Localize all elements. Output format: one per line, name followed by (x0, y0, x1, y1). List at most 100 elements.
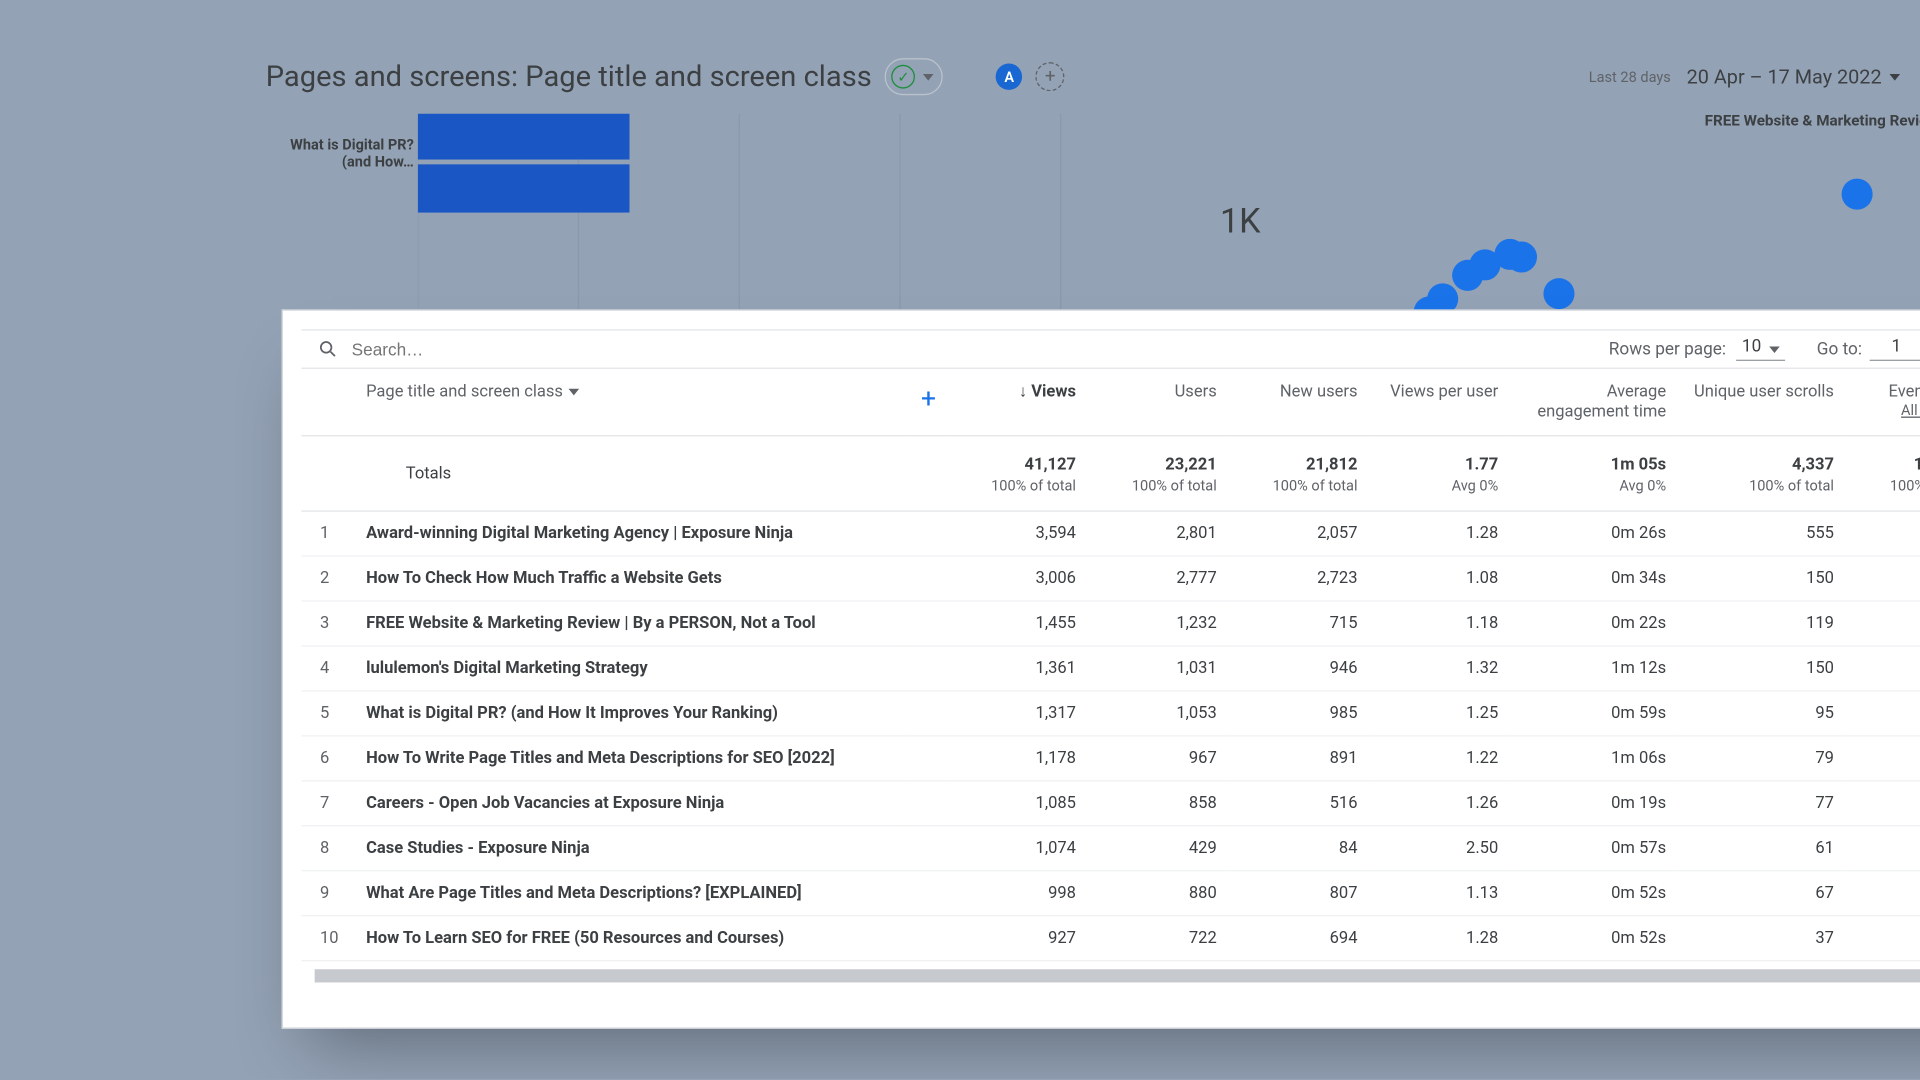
table-row[interactable]: 4lululemon's Digital Marketing Strategy1… (301, 645, 1920, 690)
table-row[interactable]: 8Case Studies - Exposure Ninja1,07442984… (301, 825, 1920, 870)
cell-users: 858 (1089, 780, 1230, 825)
totals-row: Totals 41,127100% of total 23,221100% of… (301, 435, 1920, 510)
table-row[interactable]: 1Award-winning Digital Marketing Agency … (301, 510, 1920, 555)
add-comparison-button[interactable]: + (1036, 62, 1065, 91)
cell-aet: 0m 19s (1511, 780, 1679, 825)
col-views[interactable]: Views (948, 369, 1089, 435)
cell-views: 1,085 (948, 780, 1089, 825)
horizontal-scrollbar[interactable] (315, 969, 1920, 982)
col-unique-scrolls[interactable]: Unique user scrolls (1679, 369, 1847, 435)
cell-users: 967 (1089, 735, 1230, 780)
cell-uus: 61 (1679, 825, 1847, 870)
cell-users: 1,232 (1089, 600, 1230, 645)
row-title[interactable]: What Are Page Titles and Meta Descriptio… (353, 870, 949, 915)
row-title[interactable]: Careers - Open Job Vacancies at Exposure… (353, 780, 949, 825)
cell-new-users: 2,057 (1230, 510, 1371, 555)
row-title[interactable]: How To Write Page Titles and Meta Descri… (353, 735, 949, 780)
row-title[interactable]: What is Digital PR? (and How It Improves… (353, 690, 949, 735)
rows-per-page-label: Rows per page: (1609, 339, 1726, 359)
rows-per-page: Rows per page: 10 (1609, 337, 1785, 361)
compare-badge-a[interactable]: A (996, 63, 1022, 89)
cell-ec: 2,090 (1847, 825, 1920, 870)
search-input[interactable] (352, 339, 749, 359)
row-index: 7 (301, 780, 352, 825)
cell-uus: 119 (1679, 600, 1847, 645)
date-range-text: 20 Apr – 17 May 2022 (1687, 65, 1882, 89)
svg-text:1K: 1K (1220, 202, 1261, 242)
cell-vpu: 1.32 (1371, 645, 1512, 690)
table-row[interactable]: 2How To Check How Much Traffic a Website… (301, 555, 1920, 600)
cell-views: 1,317 (948, 690, 1089, 735)
goto-input[interactable]: 1 (1870, 337, 1920, 361)
chevron-down-icon (1890, 73, 1901, 80)
cell-ec: 3,348 (1847, 780, 1920, 825)
cell-users: 722 (1089, 915, 1230, 960)
row-index: 2 (301, 555, 352, 600)
cell-aet: 0m 22s (1511, 600, 1679, 645)
col-event-count[interactable]: Event countAll events ▾ (1847, 369, 1920, 435)
data-table: Page title and screen class + Views User… (301, 369, 1920, 961)
table-row[interactable]: 3FREE Website & Marketing Review | By a … (301, 600, 1920, 645)
cell-vpu: 1.26 (1371, 780, 1512, 825)
cell-uus: 77 (1679, 780, 1847, 825)
date-range-picker[interactable]: 20 Apr – 17 May 2022 (1687, 65, 1900, 89)
cell-users: 2,801 (1089, 510, 1230, 555)
add-dimension-button[interactable]: + (921, 382, 936, 414)
table-row[interactable]: 9What Are Page Titles and Meta Descripti… (301, 870, 1920, 915)
row-index: 1 (301, 510, 352, 555)
cell-uus: 555 (1679, 510, 1847, 555)
row-title[interactable]: Case Studies - Exposure Ninja (353, 825, 949, 870)
cell-users: 1,031 (1089, 645, 1230, 690)
row-title[interactable]: lululemon's Digital Marketing Strategy (353, 645, 949, 690)
cell-new-users: 2,723 (1230, 555, 1371, 600)
cell-ec: 12,166 (1847, 510, 1920, 555)
cell-new-users: 84 (1230, 825, 1371, 870)
cell-ec: 5,040 (1847, 645, 1920, 690)
cell-aet: 0m 34s (1511, 555, 1679, 600)
table-row[interactable]: 6How To Write Page Titles and Meta Descr… (301, 735, 1920, 780)
col-users[interactable]: Users (1089, 369, 1230, 435)
cell-users: 880 (1089, 870, 1230, 915)
cell-vpu: 1.13 (1371, 870, 1512, 915)
cell-views: 1,361 (948, 645, 1089, 690)
cell-ec: 4,720 (1847, 690, 1920, 735)
col-avg-engagement[interactable]: Averageengagement time (1511, 369, 1679, 435)
table-card: Rows per page: 10 Go to: 1 1-10 of 972 (282, 309, 1920, 1028)
cell-users: 2,777 (1089, 555, 1230, 600)
col-new-users[interactable]: New users (1230, 369, 1371, 435)
row-title[interactable]: Award-winning Digital Marketing Agency |… (353, 510, 949, 555)
table-row[interactable]: 7Careers - Open Job Vacancies at Exposur… (301, 780, 1920, 825)
report-header: Pages and screens: Page title and screen… (266, 56, 1920, 98)
table-toolbar: Rows per page: 10 Go to: 1 1-10 of 972 (301, 329, 1920, 369)
table-row[interactable]: 10How To Learn SEO for FREE (50 Resource… (301, 915, 1920, 960)
cell-uus: 150 (1679, 645, 1847, 690)
cell-aet: 1m 06s (1511, 735, 1679, 780)
row-title[interactable]: FREE Website & Marketing Review | By a P… (353, 600, 949, 645)
row-index: 9 (301, 870, 352, 915)
goto-control: Go to: 1 (1817, 337, 1920, 361)
row-index: 4 (301, 645, 352, 690)
row-title[interactable]: How To Learn SEO for FREE (50 Resources … (353, 915, 949, 960)
cell-vpu: 1.28 (1371, 915, 1512, 960)
cell-vpu: 1.18 (1371, 600, 1512, 645)
cell-users: 429 (1089, 825, 1230, 870)
cell-users: 1,053 (1089, 690, 1230, 735)
cell-ec: 4,324 (1847, 735, 1920, 780)
row-index: 3 (301, 600, 352, 645)
cell-views: 998 (948, 870, 1089, 915)
col-views-per-user[interactable]: Views per user (1371, 369, 1512, 435)
cell-views: 1,455 (948, 600, 1089, 645)
cell-ec: 11,962 (1847, 555, 1920, 600)
cell-views: 3,594 (948, 510, 1089, 555)
cell-aet: 0m 57s (1511, 825, 1679, 870)
page-title: Pages and screens: Page title and screen… (266, 60, 872, 93)
event-count-filter[interactable]: All events ▾ (1860, 402, 1920, 419)
row-title[interactable]: How To Check How Much Traffic a Website … (353, 555, 949, 600)
rows-per-page-select[interactable]: 10 (1737, 337, 1785, 361)
table-row[interactable]: 5What is Digital PR? (and How It Improve… (301, 690, 1920, 735)
row-index: 10 (301, 915, 352, 960)
cell-aet: 0m 52s (1511, 870, 1679, 915)
status-dropdown[interactable]: ✓ (885, 58, 943, 95)
col-page-title[interactable]: Page title and screen class (353, 369, 908, 435)
bar-chart: What is Digital PR? (and How… 01K2K3K4K (268, 114, 1141, 233)
